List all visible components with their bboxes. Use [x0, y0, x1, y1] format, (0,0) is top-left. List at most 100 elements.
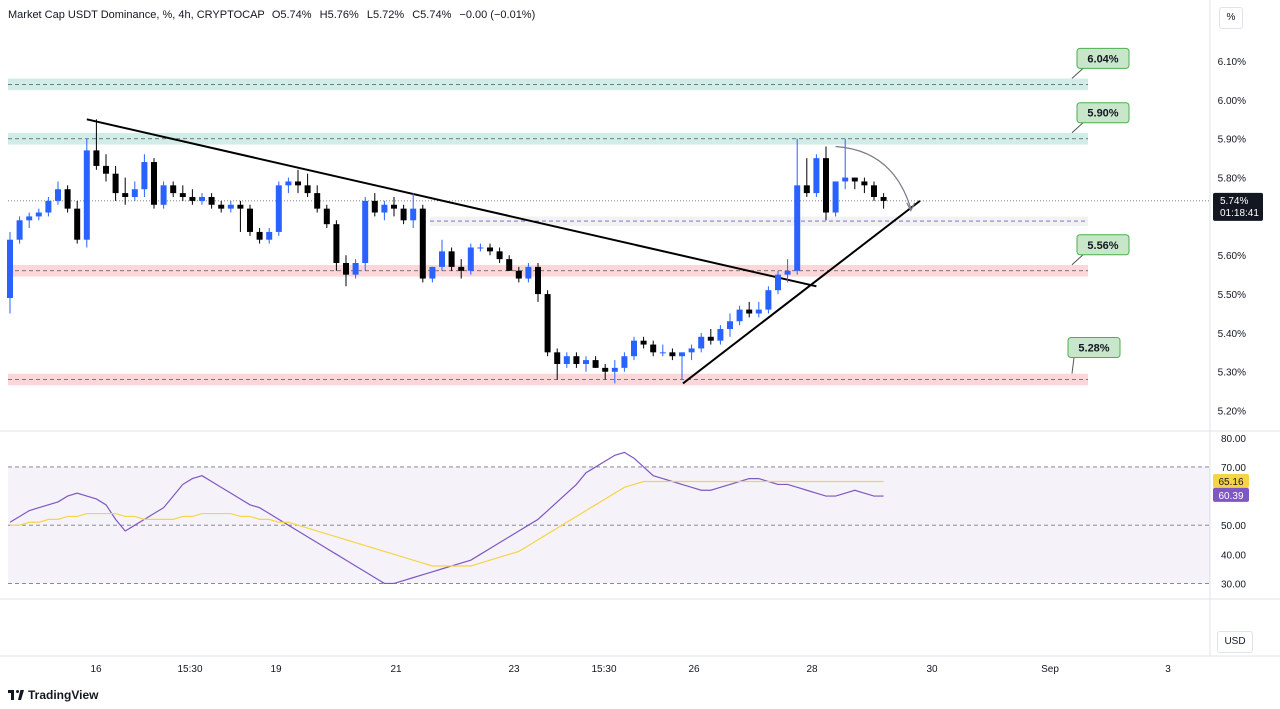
callout-box [1076, 102, 1130, 124]
price-tick-label: 5.90% [1218, 135, 1246, 146]
callout-box [1067, 337, 1121, 359]
candle-body [602, 367, 609, 372]
time-tick-label: 21 [390, 664, 402, 675]
time-tick-label: Sep [1041, 664, 1059, 675]
candle-body [189, 196, 196, 201]
candle-body [784, 270, 791, 275]
candle-body [717, 329, 724, 341]
candle-body [659, 352, 666, 354]
candle-body [151, 162, 157, 205]
price-tick-label: 5.50% [1218, 290, 1246, 301]
candle-body [333, 224, 340, 264]
percent-scale-button[interactable]: % [1219, 7, 1243, 29]
candle-body [256, 231, 263, 240]
callout-label: 5.56% [1087, 240, 1118, 252]
candle-body [592, 360, 599, 368]
tradingview-wordmark: TradingView [28, 688, 99, 702]
level-callout: 6.04% [1071, 47, 1130, 79]
candle-body [16, 220, 23, 240]
candle-body [861, 181, 868, 186]
price-tick-label: 6.10% [1218, 57, 1246, 68]
candle-body [813, 158, 820, 194]
candle-body [64, 189, 71, 209]
candle-body [880, 196, 887, 201]
candle-body [448, 251, 455, 267]
price-tick-label: 5.40% [1218, 329, 1246, 340]
price-tick-label: 5.20% [1218, 407, 1246, 418]
time-tick-label: 16 [90, 664, 102, 675]
chart-legend-header: Market Cap USDT Dominance, %, 4h, CRYPTO… [8, 9, 540, 21]
candle-body [362, 200, 369, 264]
low-value: L5.72% [366, 9, 405, 21]
time-tick-label: 23 [508, 664, 520, 675]
callout-pointer [1071, 254, 1084, 266]
rsi-tick-label: 70.00 [1221, 463, 1246, 474]
price-tick-label: 6.00% [1218, 96, 1246, 107]
candle-body [439, 251, 445, 267]
candle-body [208, 196, 215, 205]
current-price-tag [1213, 192, 1263, 221]
candle-body [410, 208, 417, 221]
time-tick-label: 30 [926, 664, 938, 675]
tradingview-logo[interactable]: TradingView [8, 688, 98, 702]
candle-body [554, 352, 561, 364]
countdown-label: 01:18:41 [1220, 208, 1259, 219]
candle-body [371, 200, 378, 213]
time-tick-label: 15:30 [591, 664, 616, 675]
rsi-tick-label: 30.00 [1221, 579, 1246, 590]
candle-body [621, 356, 628, 368]
price-tick-label: 5.30% [1218, 368, 1246, 379]
change-value: −0.00 (−0.01%) [459, 9, 536, 21]
candle-body [727, 321, 733, 330]
candle-body [487, 247, 493, 252]
rsi-tick-label: 80.00 [1221, 434, 1246, 445]
candle-body [583, 360, 589, 364]
current-price-label: 5.74% [1220, 196, 1248, 207]
candle-body [544, 294, 551, 353]
candle-body [122, 193, 129, 197]
callout-pointer [1071, 357, 1075, 374]
candle-body [112, 173, 119, 194]
candle-body [506, 259, 513, 271]
candle-body [237, 204, 244, 209]
candle-body [832, 181, 839, 213]
candle-body [698, 336, 705, 349]
candle-body [419, 208, 426, 279]
candle-body [650, 344, 657, 353]
projection-arrow-head [906, 202, 916, 212]
candle-body [477, 247, 484, 249]
high-value: H5.76% [319, 9, 359, 21]
candle-body [746, 309, 753, 314]
candle-body [314, 193, 321, 209]
level-callout: 5.90% [1071, 102, 1130, 134]
candle-body [429, 266, 436, 279]
tradingview-logo-icon [8, 690, 24, 700]
candle-body [304, 185, 311, 194]
rsi-ma-line [10, 480, 884, 567]
candle-body [141, 162, 148, 190]
candle-body [775, 274, 781, 291]
candle-body [823, 158, 829, 213]
symbol-title[interactable]: Market Cap USDT Dominance, %, 4h, CRYPTO… [8, 9, 265, 21]
candle-body [199, 196, 205, 201]
price-tick-label: 5.80% [1218, 174, 1246, 185]
candle-body [515, 270, 522, 279]
candle-body [736, 309, 743, 322]
currency-button[interactable]: USD [1217, 631, 1253, 653]
candle-body [458, 266, 465, 271]
candle-body [35, 212, 42, 217]
candle-body [467, 247, 474, 271]
candle-body [275, 185, 282, 232]
candle-body [323, 208, 330, 225]
rsi-tick-label: 50.00 [1221, 521, 1246, 532]
candle-body [851, 177, 858, 182]
rsi-tick-label: 40.00 [1221, 550, 1246, 561]
callout-pointer [1071, 67, 1084, 79]
candle-body [496, 251, 503, 260]
candle-body [352, 263, 359, 275]
candle-body [707, 336, 714, 341]
candle-body [266, 231, 273, 240]
descending-trendline [86, 118, 817, 288]
candle-body [381, 204, 388, 213]
